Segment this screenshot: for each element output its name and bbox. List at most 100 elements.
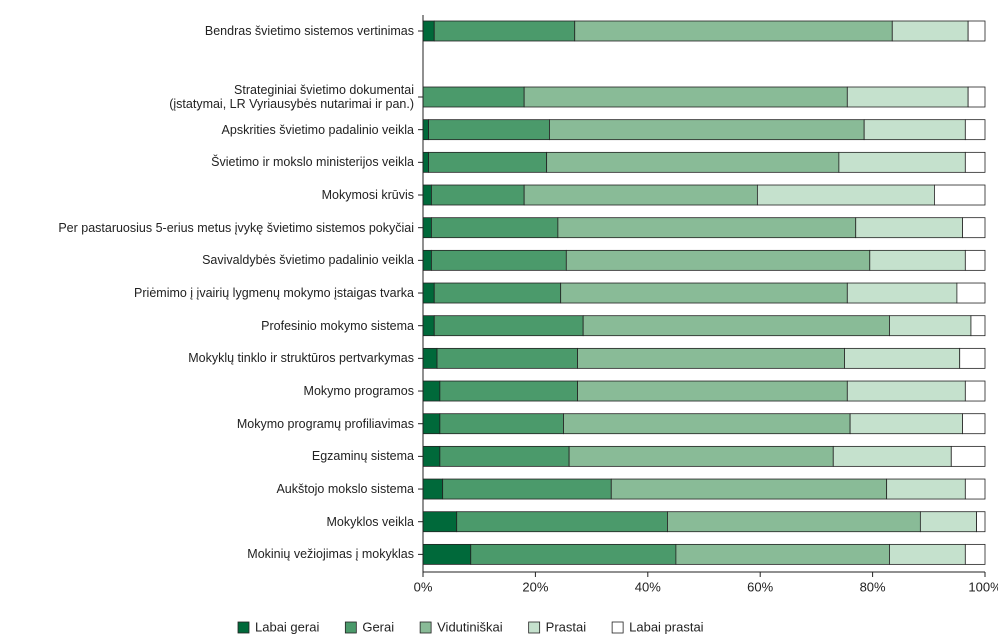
x-tick-label: 20% [522,579,548,594]
bar-segment [832,445,952,467]
bar-segment [433,20,576,42]
bar-segment [610,478,888,500]
bar-segment [422,282,435,304]
bar-segment [964,380,986,402]
x-tick-label: 100% [968,579,998,594]
bar-segment [431,217,559,239]
bar-segment [422,217,432,239]
category-label: Mokyklos veikla [326,514,414,529]
bar-segment [442,478,612,500]
bar-segment [964,151,986,173]
bar-segment [956,282,986,304]
bar-segment [565,249,871,271]
category-label: Aukštojo mokslo sistema [276,482,414,497]
bar-segment [422,86,525,108]
bar-segment [439,445,570,467]
bar-segment [574,20,893,42]
category-label: Mokymo programos [303,384,414,399]
bar-segment [422,119,430,141]
bar-segment [582,315,890,337]
bar-segment [863,119,966,141]
bar-segment [846,282,958,304]
bar-segment [428,151,548,173]
category-label: Apskrities švietimo padalinio veikla [221,122,414,137]
x-tick-label: 80% [860,579,886,594]
bar-segment [844,347,961,369]
bar-segment [869,249,966,271]
bar-segment [563,413,851,435]
bar-segment [959,347,986,369]
bar-segment [431,249,567,271]
bar-segment [967,86,986,108]
bar-segment [577,380,848,402]
bar-segment [675,543,890,565]
x-tick-label: 60% [747,579,773,594]
bar-segment [436,347,578,369]
category-label: Mokyklų tinklo ir struktūros pertvarkyma… [188,351,414,366]
legend-swatch [611,621,624,634]
bar-segment [422,184,432,206]
category-label: Strateginiai švietimo dokumentai (įstaty… [169,83,414,111]
category-label: Priėmimo į įvairių lygmenų mokymo įstaig… [134,286,414,301]
bar-segment [846,380,966,402]
category-label: Mokinių vežiojimas į mokyklas [247,547,414,562]
bar-segment [557,217,857,239]
bar-segment [889,315,972,337]
legend-swatch [237,621,250,634]
bar-segment [886,478,966,500]
bar-segment [967,20,986,42]
bar-segment [756,184,935,206]
bar-segment [962,217,986,239]
x-tick-label: 0% [414,579,433,594]
legend-label: Prastai [546,619,587,634]
bar-segment [667,511,921,533]
bar-segment [970,315,986,337]
bar-segment [422,347,438,369]
bar-segment [422,380,441,402]
legend-label: Gerai [362,619,394,634]
bar-segment [422,20,435,42]
bar-segment [849,413,963,435]
bar-segment [962,413,986,435]
bar-segment [456,511,668,533]
legend-label: Labai prastai [629,619,704,634]
bar-segment [838,151,966,173]
bar-segment [422,445,441,467]
bar-segment [964,249,986,271]
bar-segment [422,511,458,533]
bar-segment [855,217,963,239]
bar-segment [439,413,564,435]
bar-segment [964,543,986,565]
category-label: Profesinio mokymo sistema [261,318,414,333]
bar-segment [846,86,969,108]
category-label: Mokymosi krūvis [321,188,414,202]
x-tick-label: 40% [635,579,661,594]
bar-segment [891,20,969,42]
bar-segment [568,445,834,467]
bar-segment [976,511,986,533]
category-label: Švietimo ir mokslo ministerijos veikla [211,155,414,170]
bar-segment [577,347,845,369]
bar-segment [422,151,430,173]
category-label: Egzaminų sistema [311,449,414,464]
bar-segment [422,249,432,271]
bar-segment [422,413,441,435]
bar-segment [546,151,840,173]
bar-segment [549,119,865,141]
bar-segment [422,315,435,337]
bar-segment [919,511,977,533]
legend-swatch [419,621,432,634]
bar-segment [950,445,986,467]
bar-segment [523,86,848,108]
category-label: Savivaldybės švietimo padalinio veikla [202,253,414,268]
bar-segment [560,282,848,304]
category-label: Bendras švietimo sistemos vertinimas [204,24,414,38]
bar-segment [433,315,584,337]
bar-segment [433,282,562,304]
bar-segment [934,184,986,206]
bar-segment [439,380,578,402]
legend-label: Labai gerai [255,619,319,634]
bar-segment [964,119,986,141]
bar-segment [889,543,966,565]
